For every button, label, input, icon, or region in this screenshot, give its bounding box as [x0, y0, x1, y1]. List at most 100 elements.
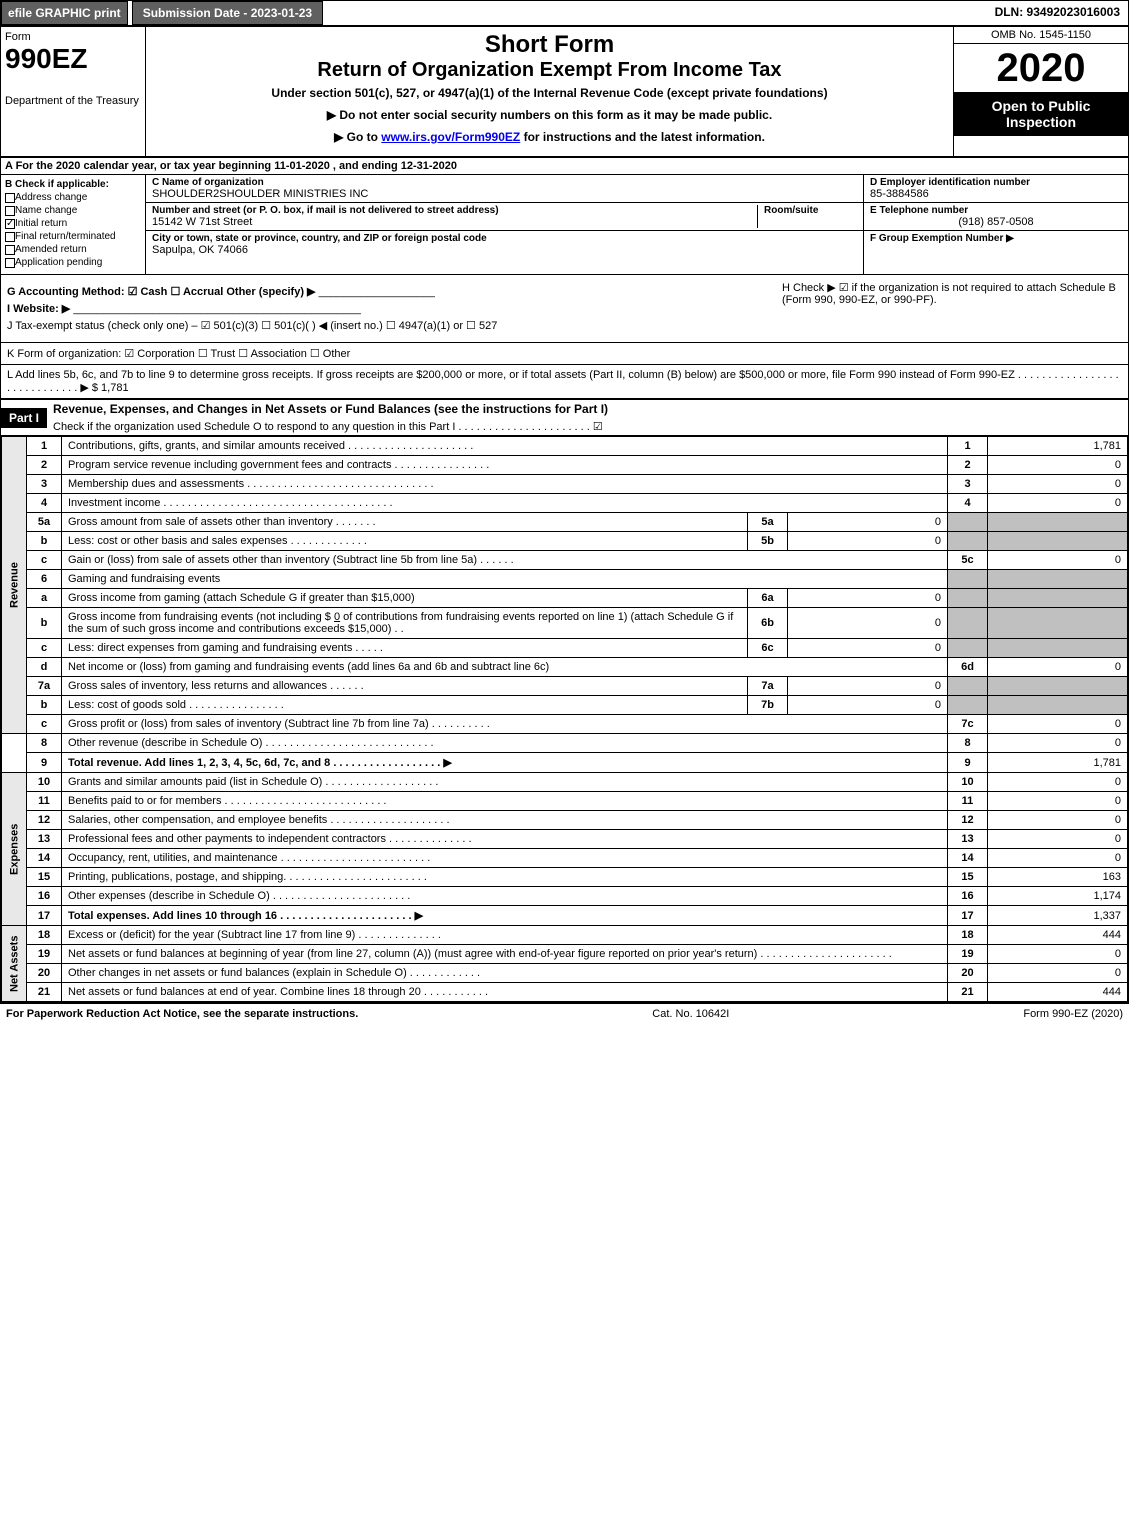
line-num: 9 — [27, 753, 62, 773]
table-row: 13 Professional fees and other payments … — [2, 830, 1128, 849]
checkbox-label: Application pending — [15, 257, 102, 268]
table-row: c Less: direct expenses from gaming and … — [2, 639, 1128, 658]
line-ref: 5c — [948, 551, 988, 570]
line-num: c — [27, 551, 62, 570]
table-row: Revenue 1 Contributions, gifts, grants, … — [2, 437, 1128, 456]
shaded-cell — [988, 608, 1128, 639]
table-row: 19 Net assets or fund balances at beginn… — [2, 945, 1128, 964]
table-row: Net Assets 18 Excess or (deficit) for th… — [2, 926, 1128, 945]
table-row: 4 Investment income . . . . . . . . . . … — [2, 494, 1128, 513]
omb-number: OMB No. 1545-1150 — [954, 27, 1128, 44]
line-amount: 0 — [988, 715, 1128, 734]
line-num: 3 — [27, 475, 62, 494]
shaded-cell — [988, 639, 1128, 658]
line-desc: Occupancy, rent, utilities, and maintena… — [62, 849, 948, 868]
checkbox-address-change[interactable]: Address change — [5, 192, 141, 203]
line-amount: 0 — [988, 811, 1128, 830]
line-ref: 8 — [948, 734, 988, 753]
goto-notice: ▶ Go to www.irs.gov/Form990EZ for instru… — [150, 130, 949, 144]
under-section-text: Under section 501(c), 527, or 4947(a)(1)… — [150, 86, 949, 100]
phone-cell: E Telephone number (918) 857-0508 — [864, 203, 1128, 231]
line-ref: 17 — [948, 906, 988, 926]
org-name-cell: C Name of organization SHOULDER2SHOULDER… — [146, 175, 863, 203]
part1-badge: Part I — [1, 408, 47, 428]
section-c: C Name of organization SHOULDER2SHOULDER… — [146, 175, 863, 274]
netassets-sidelabel: Net Assets — [2, 926, 27, 1002]
sub-amount: 0 — [788, 532, 948, 551]
shaded-cell — [948, 639, 988, 658]
table-row: 9 Total revenue. Add lines 1, 2, 3, 4, 5… — [2, 753, 1128, 773]
sub-amount: 0 — [788, 696, 948, 715]
line-desc: Other expenses (describe in Schedule O) … — [62, 887, 948, 906]
line-amount: 0 — [988, 551, 1128, 570]
checkbox-label: Address change — [15, 192, 87, 203]
checkbox-icon — [5, 245, 15, 255]
table-row: 6 Gaming and fundraising events — [2, 570, 1128, 589]
checkbox-label: Name change — [15, 205, 77, 216]
sub-amount: 0 — [788, 677, 948, 696]
line-ref: 10 — [948, 773, 988, 792]
line-amount: 163 — [988, 868, 1128, 887]
line-amount: 0 — [988, 773, 1128, 792]
info-block: B Check if applicable: Address change Na… — [1, 175, 1128, 275]
line-desc: Grants and similar amounts paid (list in… — [62, 773, 948, 792]
line-desc: Net income or (loss) from gaming and fun… — [62, 658, 948, 677]
shaded-cell — [948, 513, 988, 532]
line-num: 18 — [27, 926, 62, 945]
tax-year: 2020 — [954, 44, 1128, 92]
line-num: 16 — [27, 887, 62, 906]
table-row: 20 Other changes in net assets or fund b… — [2, 964, 1128, 983]
sub-ref: 6a — [748, 589, 788, 608]
footer-paperwork: For Paperwork Reduction Act Notice, see … — [6, 1008, 358, 1020]
checkbox-label: Initial return — [15, 218, 67, 229]
shaded-cell — [948, 532, 988, 551]
line-num: 17 — [27, 906, 62, 926]
checkbox-icon — [5, 219, 15, 229]
line-num: c — [27, 715, 62, 734]
shaded-cell — [948, 677, 988, 696]
section-b-label: B Check if applicable: — [5, 179, 141, 190]
meta-left: G Accounting Method: ☑ Cash ☐ Accrual Ot… — [7, 281, 782, 336]
line-ref: 11 — [948, 792, 988, 811]
shaded-cell — [988, 513, 1128, 532]
section-a-tax-year: A For the 2020 calendar year, or tax yea… — [1, 158, 1128, 175]
table-row: b Less: cost of goods sold . . . . . . .… — [2, 696, 1128, 715]
shaded-cell — [988, 570, 1128, 589]
table-row: d Net income or (loss) from gaming and f… — [2, 658, 1128, 677]
open-public-badge: Open to Public Inspection — [954, 92, 1128, 136]
efile-print-button[interactable]: efile GRAPHIC print — [1, 1, 128, 25]
checkbox-final-return[interactable]: Final return/terminated — [5, 231, 141, 242]
checkbox-application-pending[interactable]: Application pending — [5, 257, 141, 268]
meta-right: H Check ▶ ☑ if the organization is not r… — [782, 281, 1122, 336]
checkbox-name-change[interactable]: Name change — [5, 205, 141, 216]
line-desc: Other revenue (describe in Schedule O) .… — [62, 734, 948, 753]
line-ref: 2 — [948, 456, 988, 475]
line-desc: Printing, publications, postage, and shi… — [62, 868, 948, 887]
checkbox-amended-return[interactable]: Amended return — [5, 244, 141, 255]
shaded-cell — [988, 696, 1128, 715]
table-row: 7a Gross sales of inventory, less return… — [2, 677, 1128, 696]
line-num: 4 — [27, 494, 62, 513]
line-num: b — [27, 608, 62, 639]
sub-ref: 5a — [748, 513, 788, 532]
sub-amount: 0 — [788, 639, 948, 658]
line-desc: Gain or (loss) from sale of assets other… — [62, 551, 948, 570]
table-row: 8 Other revenue (describe in Schedule O)… — [2, 734, 1128, 753]
table-row: 2 Program service revenue including gove… — [2, 456, 1128, 475]
line-desc: Net assets or fund balances at end of ye… — [62, 983, 948, 1002]
submission-date-button[interactable]: Submission Date - 2023-01-23 — [132, 1, 323, 25]
line-desc: Excess or (deficit) for the year (Subtra… — [62, 926, 948, 945]
line-desc: Professional fees and other payments to … — [62, 830, 948, 849]
line-amount: 0 — [988, 734, 1128, 753]
line-amount: 0 — [988, 945, 1128, 964]
phone-value: (918) 857-0508 — [870, 216, 1122, 228]
revenue-sidelabel: Revenue — [2, 437, 27, 734]
table-row: 3 Membership dues and assessments . . . … — [2, 475, 1128, 494]
table-row: c Gain or (loss) from sale of assets oth… — [2, 551, 1128, 570]
irs-link[interactable]: www.irs.gov/Form990EZ — [381, 130, 520, 144]
checkbox-initial-return[interactable]: Initial return — [5, 218, 141, 229]
part1-check-text: Check if the organization used Schedule … — [47, 418, 1128, 435]
sub-ref: 6b — [748, 608, 788, 639]
table-row: c Gross profit or (loss) from sales of i… — [2, 715, 1128, 734]
line-num: a — [27, 589, 62, 608]
